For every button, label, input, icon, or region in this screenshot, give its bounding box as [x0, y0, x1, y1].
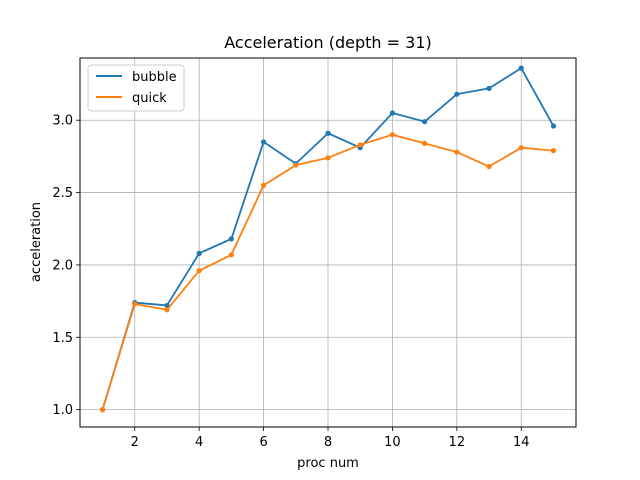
y-tick-label: 2.0 — [52, 258, 73, 273]
grid — [80, 58, 576, 427]
y-tick-label: 3.0 — [52, 114, 73, 129]
data-point-quick — [486, 163, 492, 170]
y-tick-label: 2.5 — [52, 186, 73, 201]
data-point-bubble — [260, 139, 267, 145]
data-point-quick — [422, 140, 428, 146]
data-point-bubble — [518, 65, 524, 71]
data-point-quick — [454, 149, 460, 155]
data-point-quick — [260, 182, 267, 188]
data-point-bubble — [196, 250, 202, 256]
ticks: 2 4 6 8 10 12 14 1.0 1.5 2.0 2.5 3.0 — [52, 114, 529, 450]
x-tick-label: 14 — [513, 435, 530, 450]
chart-title: Acceleration (depth = 31) — [224, 33, 432, 52]
data-point-quick — [325, 155, 331, 161]
data-point-bubble — [422, 119, 428, 125]
legend-label-bubble: bubble — [132, 70, 177, 85]
data-point-bubble — [454, 91, 460, 97]
x-tick-label: 10 — [384, 435, 401, 450]
data-point-quick — [293, 162, 299, 168]
data-point-quick — [518, 145, 524, 151]
y-tick-label: 1.0 — [52, 403, 73, 418]
data-point-quick — [132, 301, 138, 307]
data-point-bubble — [325, 130, 331, 136]
x-tick-label: 6 — [259, 435, 267, 450]
data-point-quick — [550, 148, 557, 154]
x-axis-label: proc num — [297, 456, 359, 471]
data-point-quick — [99, 407, 106, 413]
x-tick-label: 4 — [195, 435, 203, 450]
x-tick-label: 2 — [131, 435, 139, 450]
data-point-quick — [228, 252, 234, 258]
y-axis-label: acceleration — [29, 202, 44, 282]
y-tick-label: 1.5 — [52, 331, 73, 346]
legend-label-quick: quick — [132, 91, 167, 106]
data-point-bubble — [550, 123, 557, 129]
x-tick-label: 12 — [449, 435, 466, 450]
data-point-quick — [389, 132, 396, 138]
data-point-bubble — [486, 85, 492, 91]
data-point-bubble — [389, 110, 396, 116]
series-quick — [99, 132, 557, 413]
data-point-quick — [196, 268, 202, 274]
x-tick-label: 8 — [324, 435, 332, 450]
data-point-bubble — [228, 236, 234, 242]
data-point-bubble — [164, 302, 170, 309]
series-layer — [99, 65, 557, 413]
legend: bubble quick — [87, 64, 185, 112]
data-point-quick — [357, 142, 363, 148]
data-point-quick — [164, 307, 170, 313]
